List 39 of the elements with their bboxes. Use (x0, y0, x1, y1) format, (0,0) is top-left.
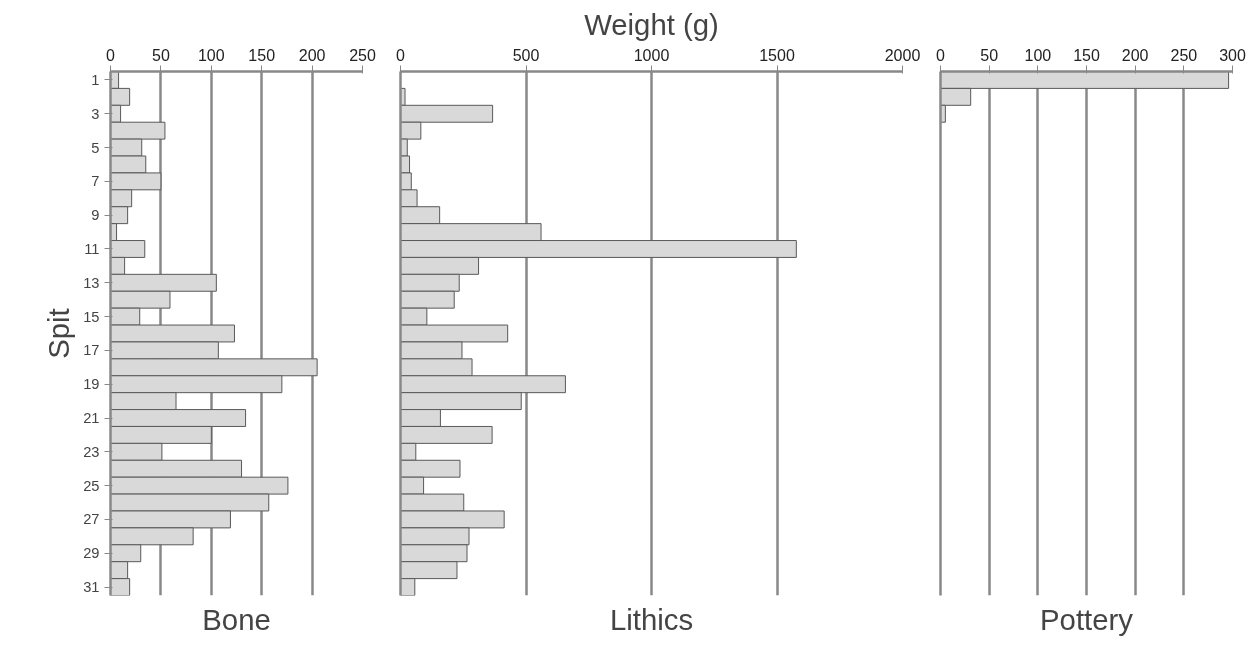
x-tick-label: 1500 (759, 46, 795, 64)
x-axis-title: Pottery (1040, 602, 1134, 636)
x-tick-label: 2000 (884, 46, 921, 64)
y-tick-label: 13 (83, 274, 100, 291)
x-tick-label: 200 (1121, 46, 1149, 64)
y-tick-label: 31 (83, 579, 100, 596)
x-tick-label: 0 (936, 46, 946, 64)
y-tick-label: 9 (91, 207, 100, 224)
x-tick-label: 300 (1219, 46, 1246, 64)
x-tick-label: 0 (396, 46, 406, 64)
y-tick-label: 23 (83, 443, 100, 460)
y-tick-label: 11 (84, 240, 100, 257)
x-axis-title: Bone (202, 602, 271, 636)
x-tick-label: 250 (1170, 46, 1198, 64)
y-tick-label: 3 (91, 105, 100, 122)
x-tick-label: 0 (106, 46, 116, 64)
y-tick-label: 15 (83, 308, 100, 325)
x-tick-label: 50 (980, 46, 999, 64)
x-tick-label: 200 (298, 46, 326, 64)
y-tick-label: 21 (83, 410, 100, 427)
y-axis-title: Spit (42, 308, 76, 359)
x-tick-label: 500 (512, 46, 540, 64)
y-tick-label: 5 (91, 139, 100, 156)
x-tick-label: 250 (349, 46, 376, 64)
y-tick-label: 27 (83, 511, 100, 528)
x-tick-label: 150 (1073, 46, 1100, 64)
x-tick-label: 150 (248, 46, 276, 64)
x-tick-label: 100 (197, 46, 225, 64)
x-tick-label: 50 (152, 46, 170, 64)
x-tick-label: 1000 (633, 46, 670, 64)
x-tick-label: 100 (1024, 46, 1052, 64)
x-axis-title: Lithics (609, 602, 694, 636)
chart-title: Weight (g) (584, 7, 719, 41)
y-tick-label: 25 (83, 477, 100, 494)
y-tick-label: 19 (83, 376, 100, 393)
y-tick-label: 1 (91, 71, 100, 88)
y-tick-label: 29 (83, 545, 100, 562)
y-tick-label: 7 (91, 173, 100, 190)
y-tick-label: 17 (83, 342, 100, 359)
